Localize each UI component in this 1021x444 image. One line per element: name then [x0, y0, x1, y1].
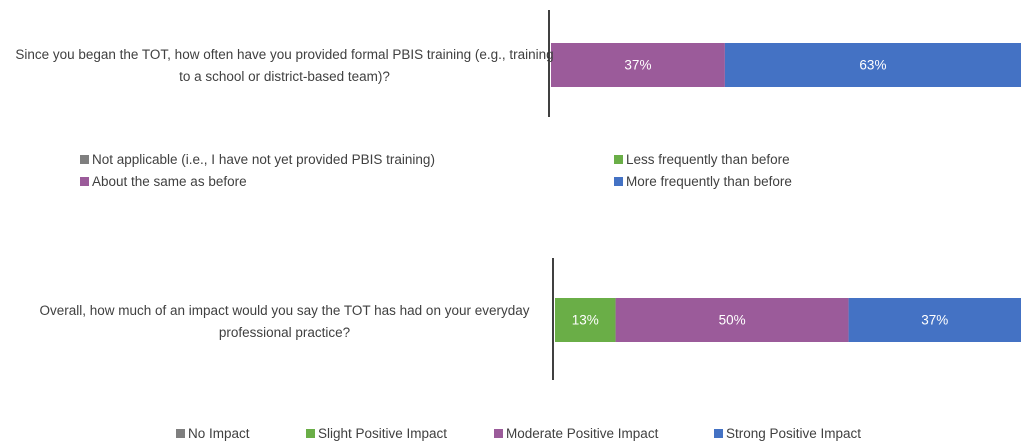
legend-swatch	[614, 155, 623, 164]
value-label: 37%	[921, 313, 948, 328]
legend-swatch	[306, 429, 315, 438]
legend-label: Moderate Positive Impact	[506, 426, 659, 441]
bar-segment	[555, 298, 616, 342]
legend-label: Less frequently than before	[626, 152, 790, 167]
legend-label: Strong Positive Impact	[726, 426, 861, 441]
value-label: 37%	[624, 58, 651, 73]
bar-segment	[551, 43, 725, 87]
bar-segment	[724, 43, 1021, 87]
value-label: 13%	[572, 313, 599, 328]
legend-swatch	[494, 429, 503, 438]
bar-segment	[848, 298, 1021, 342]
legend-label: No Impact	[188, 426, 250, 441]
legend-label: Slight Positive Impact	[318, 426, 447, 441]
legend-swatch	[714, 429, 723, 438]
legend-swatch	[80, 155, 89, 164]
value-label: 50%	[719, 313, 746, 328]
legend-label: About the same as before	[92, 174, 247, 189]
category-label: Overall, how much of an impact would you…	[39, 303, 530, 340]
bar-segment	[615, 298, 849, 342]
legend-swatch	[80, 177, 89, 186]
legend-swatch	[176, 429, 185, 438]
value-label: 63%	[859, 58, 886, 73]
legend-label: More frequently than before	[626, 174, 792, 189]
category-label: Since you began the TOT, how often have …	[15, 47, 554, 84]
legend-label: Not applicable (i.e., I have not yet pro…	[92, 152, 435, 167]
legend-swatch	[614, 177, 623, 186]
